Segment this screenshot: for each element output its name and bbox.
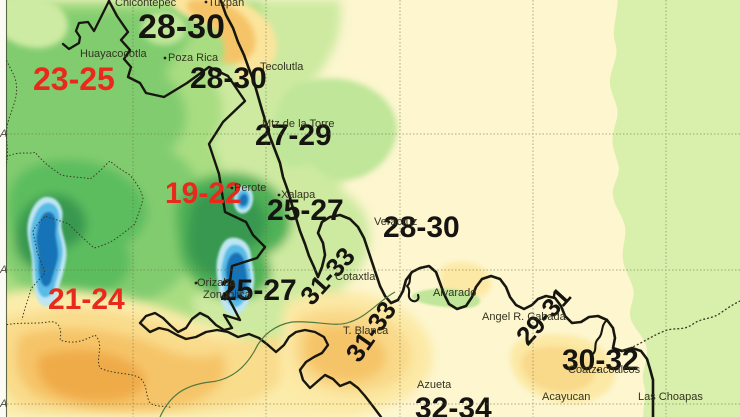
svg-text:28-30: 28-30	[138, 8, 225, 46]
svg-text:21-24: 21-24	[48, 283, 125, 316]
svg-text:Alvarado: Alvarado	[433, 287, 476, 299]
svg-text:Cotaxtla: Cotaxtla	[335, 271, 376, 283]
svg-text:Xalapa: Xalapa	[281, 189, 316, 201]
svg-text:Acayucan: Acayucan	[542, 391, 590, 403]
svg-text:T. Blanca: T. Blanca	[343, 325, 389, 337]
svg-text:Zongolica: Zongolica	[203, 289, 252, 301]
svg-text:A: A	[0, 128, 7, 140]
svg-text:A: A	[0, 398, 7, 410]
svg-text:Mtz de la Torre: Mtz de la Torre	[262, 118, 335, 130]
svg-text:Coatzacoalcos: Coatzacoalcos	[568, 364, 641, 376]
svg-text:Huayacocotla: Huayacocotla	[80, 48, 148, 60]
svg-text:Las Choapas: Las Choapas	[638, 391, 703, 403]
svg-text:19-22: 19-22	[165, 177, 242, 210]
svg-text:A: A	[0, 264, 7, 276]
svg-text:Tecolutla: Tecolutla	[260, 61, 304, 73]
svg-text:23-25: 23-25	[33, 61, 115, 97]
svg-text:28-30: 28-30	[190, 62, 267, 95]
svg-text:Perote: Perote	[234, 182, 266, 194]
svg-text:Poza Rica: Poza Rica	[168, 52, 219, 64]
svg-text:Orizaba: Orizaba	[197, 277, 236, 289]
svg-text:Azueta: Azueta	[417, 379, 452, 391]
svg-text:Chicontepec: Chicontepec	[115, 0, 177, 9]
svg-text:Tuxpan: Tuxpan	[208, 0, 244, 9]
svg-text:Veracruz: Veracruz	[374, 216, 417, 228]
svg-text:Angel R. Cabada: Angel R. Cabada	[482, 311, 567, 323]
